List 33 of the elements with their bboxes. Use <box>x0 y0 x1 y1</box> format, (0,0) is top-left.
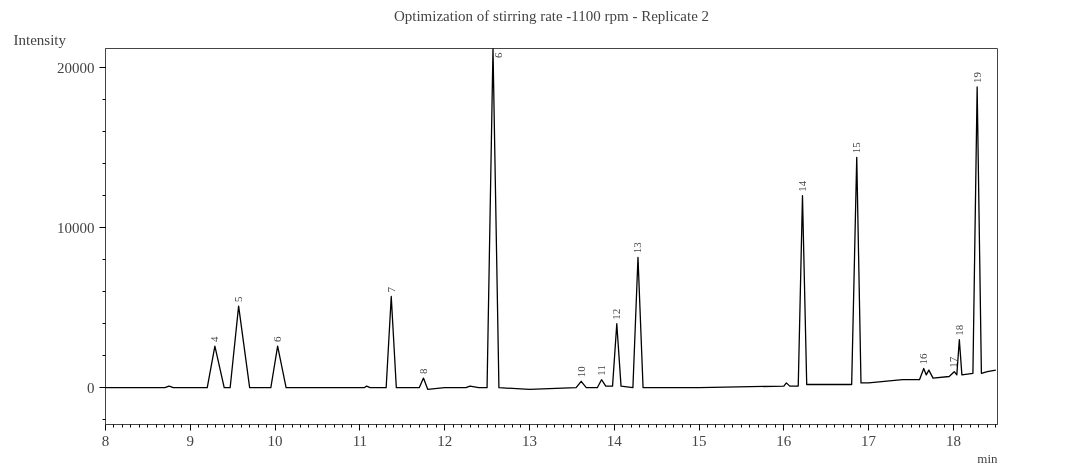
annotation: 12 <box>610 308 623 320</box>
annotation: 11 <box>595 365 608 376</box>
x-tick-label: 12 <box>437 432 453 449</box>
y-tick-label: 20000 <box>57 59 95 76</box>
x-tick-label: 11 <box>352 432 368 449</box>
annotation: 14 <box>795 180 808 192</box>
y-tick-label: 10000 <box>57 219 95 236</box>
annotation: 19 <box>970 71 983 83</box>
x-tick-label: 9 <box>186 432 195 449</box>
y-axis-title: Intensity <box>13 31 67 48</box>
x-tick-label: 13 <box>521 432 537 449</box>
chart-title: Optimization of stirring rate -1100 rpm - Replicate 2 <box>393 7 710 24</box>
x-tick-label: 10 <box>267 432 283 449</box>
x-tick-label: 14 <box>606 432 623 449</box>
x-axis-title: min <box>977 450 998 465</box>
x-tick-label: 18 <box>945 432 961 449</box>
x-tick-label: 15 <box>691 432 707 449</box>
annotation: 8 <box>416 368 429 375</box>
annotation: 16 <box>917 353 930 365</box>
annotation: 9 <box>493 52 506 59</box>
annotation: 7 <box>384 286 397 293</box>
annotation: 18 <box>952 324 965 336</box>
annotation: 17 <box>946 356 959 368</box>
annotation: 4 <box>208 336 221 343</box>
annotation: 6 <box>271 336 284 343</box>
annotation: 15 <box>850 141 863 154</box>
annotation: 5 <box>232 296 245 303</box>
y-tick-label: 0 <box>87 379 95 396</box>
x-tick-label: 8 <box>101 432 110 449</box>
x-tick-label: 17 <box>861 432 877 449</box>
annotation: 13 <box>631 241 644 254</box>
annotation: 10 <box>574 365 587 378</box>
x-tick-label: 16 <box>776 432 792 449</box>
